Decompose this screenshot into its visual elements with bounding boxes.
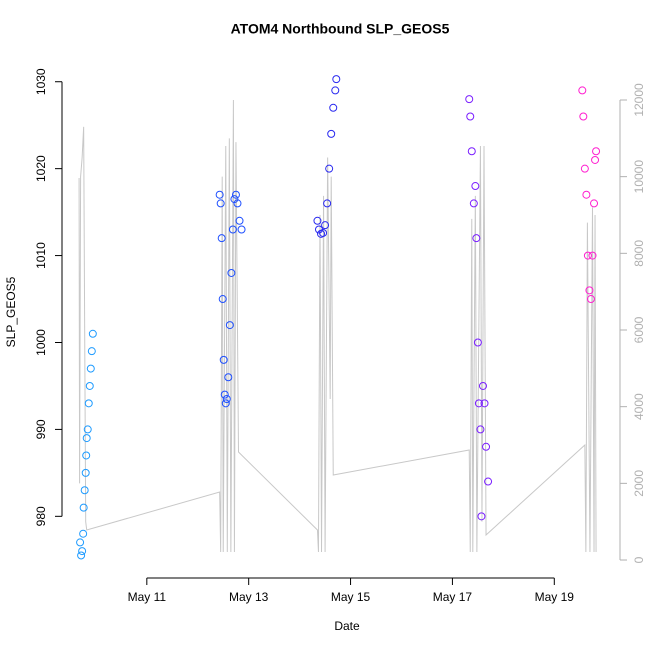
point — [476, 425, 485, 434]
y-tick-label: 1010 — [34, 242, 48, 269]
y2-tick-label: 10000 — [632, 160, 646, 194]
x-tick-label: May 17 — [433, 590, 473, 604]
point — [472, 234, 481, 243]
point — [83, 425, 92, 434]
point — [583, 251, 592, 260]
point — [237, 225, 246, 234]
point — [82, 434, 91, 443]
point — [217, 234, 226, 243]
point — [215, 190, 224, 199]
point — [329, 103, 338, 112]
point — [313, 216, 322, 225]
x-tick-label: May 15 — [331, 590, 371, 604]
point — [224, 373, 233, 382]
y-tick-label: 980 — [34, 506, 48, 526]
point — [222, 394, 231, 403]
point — [235, 216, 244, 225]
point — [579, 112, 588, 121]
x-tick-label: May 19 — [535, 590, 575, 604]
point — [591, 155, 600, 164]
point — [228, 225, 237, 234]
point — [467, 147, 476, 156]
y-tick-label: 1020 — [34, 155, 48, 182]
altitude-line — [78, 99, 597, 553]
point — [321, 221, 330, 230]
point — [466, 112, 475, 121]
y2-tick-label: 12000 — [632, 83, 646, 117]
point — [478, 381, 487, 390]
point — [465, 95, 474, 104]
point — [81, 468, 90, 477]
point — [477, 512, 486, 521]
point — [85, 381, 94, 390]
point — [588, 251, 597, 260]
point — [331, 86, 340, 95]
point — [86, 364, 95, 373]
point — [585, 286, 594, 295]
point — [473, 338, 482, 347]
point — [80, 486, 89, 495]
y-tick-label: 1030 — [34, 68, 48, 95]
point — [220, 390, 229, 399]
point — [79, 529, 88, 538]
point — [88, 329, 97, 338]
point — [78, 547, 87, 556]
y-tick-label: 990 — [34, 419, 48, 439]
y2-tick-label: 4000 — [632, 393, 646, 420]
y2-tick-label: 8000 — [632, 240, 646, 267]
x-axis-label: Date — [334, 619, 360, 633]
y2-tick-label: 2000 — [632, 470, 646, 497]
point — [79, 503, 88, 512]
point — [87, 347, 96, 356]
x-tick-label: May 11 — [128, 590, 167, 604]
point — [332, 75, 341, 84]
point — [82, 451, 91, 460]
point — [580, 164, 589, 173]
y-axis-label: SLP_GEOS5 — [4, 276, 18, 347]
point — [84, 399, 93, 408]
y2-tick-label: 6000 — [632, 316, 646, 343]
point — [582, 190, 591, 199]
point — [76, 538, 85, 547]
point — [586, 295, 595, 304]
point — [77, 551, 86, 560]
point — [484, 477, 493, 486]
x-tick-label: May 13 — [229, 590, 269, 604]
y-tick-label: 1000 — [34, 329, 48, 356]
point — [482, 442, 491, 451]
point — [319, 228, 328, 237]
chart-title: ATOM4 Northbound SLP_GEOS5 — [231, 21, 450, 37]
point — [233, 199, 242, 208]
point — [221, 399, 230, 408]
point — [323, 199, 332, 208]
point — [219, 355, 228, 364]
point — [325, 164, 334, 173]
point — [216, 199, 225, 208]
point — [592, 147, 601, 156]
y2-tick-label: 0 — [632, 556, 646, 563]
point — [578, 86, 587, 95]
point — [590, 199, 599, 208]
point — [474, 399, 483, 408]
point — [227, 268, 236, 277]
point — [480, 399, 489, 408]
point — [218, 295, 227, 304]
point — [225, 321, 234, 330]
point — [471, 182, 480, 191]
point — [327, 129, 336, 138]
point — [231, 190, 240, 199]
point — [469, 199, 478, 208]
